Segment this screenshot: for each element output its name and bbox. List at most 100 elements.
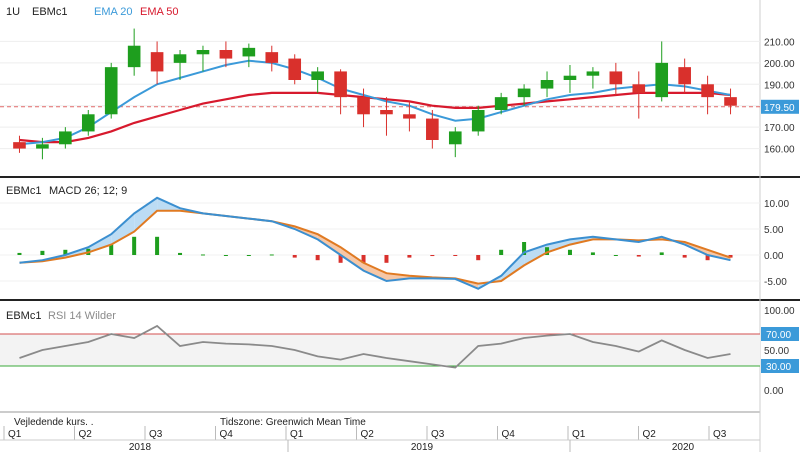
candle-body: [632, 84, 646, 93]
price-tick-label: 170.00: [764, 123, 795, 134]
macd-line-path: [19, 196, 731, 290]
rsi-symbol-label: EBMc1: [6, 310, 41, 322]
candle-body: [471, 110, 485, 132]
rsi-label[interactable]: RSI 14 Wilder: [48, 310, 116, 322]
macd-histogram-bar: [384, 255, 389, 263]
candle-body: [540, 80, 554, 89]
macd-histogram-bar: [567, 249, 572, 255]
last-price-tag: 179.50: [761, 99, 799, 114]
last-price-value: 179.50: [764, 103, 795, 114]
disclaimer-text: Vejledende kurs. .: [14, 417, 94, 428]
macd-histogram-bar: [246, 255, 251, 256]
macd-histogram-bar: [476, 255, 481, 261]
rsi-tick-label: 50.00: [764, 346, 789, 357]
macd-histogram-bar: [407, 255, 412, 258]
candle-body: [380, 110, 393, 115]
quarter-label: Q2: [643, 429, 657, 440]
symbol-label: EBMc1: [32, 6, 67, 18]
quarter-label: Q1: [8, 429, 22, 440]
price-tick-label: 160.00: [764, 145, 795, 156]
macd-fill: [111, 213, 135, 245]
macd-tick-label: 5.00: [764, 225, 784, 236]
quarter-label: Q1: [290, 429, 304, 440]
macd-histogram-bar: [155, 236, 160, 255]
macd-tick-label: 0.00: [764, 251, 784, 262]
macd-histogram-bar: [613, 255, 618, 256]
macd-symbol-label: EBMc1: [6, 185, 41, 197]
macd-fill: [317, 234, 341, 255]
time-axis: Q1 Q2 Q3 Q4 Q1 Q2 Q3 Q4 Q1 Q2 Q3 2018 2019 2020: [0, 426, 760, 452]
macd-fill: [547, 239, 570, 253]
candle-body: [104, 67, 118, 115]
quarter-label: Q4: [502, 429, 516, 440]
macd-histogram-bar: [315, 255, 320, 261]
candle-body: [173, 54, 187, 63]
rsi-level-tag-bg: [761, 327, 799, 341]
candle-body: [150, 52, 164, 72]
candle-body: [59, 131, 72, 145]
candle-body: [242, 47, 256, 57]
rsi-tick-label: 0.00: [764, 386, 784, 397]
macd-axis: 10.00 5.00 0.00 -5.00: [764, 199, 789, 288]
candle-body: [701, 84, 714, 98]
quarter-label: Q3: [149, 429, 163, 440]
candle-body: [609, 71, 623, 85]
macd-label[interactable]: MACD 26; 12; 9: [49, 185, 127, 197]
rsi-axis: 100.00 50.00 0.00 70.00 30.00: [761, 306, 799, 397]
price-tick-label: 190.00: [764, 80, 795, 91]
quarter-label: Q4: [220, 429, 234, 440]
candle-body: [196, 50, 210, 55]
candlesticks: [13, 28, 737, 160]
macd-histogram-bar: [338, 255, 343, 263]
macd-fill: [134, 197, 158, 232]
rsi-level-value: 70.00: [766, 330, 791, 341]
price-tick-label: 210.00: [764, 37, 795, 48]
quarter-label: Q2: [361, 429, 375, 440]
macd-histogram-bar: [636, 255, 641, 257]
last-price-tag-bg: [761, 99, 799, 114]
candle-body: [357, 97, 370, 115]
candle-body: [563, 75, 577, 80]
macd-histogram-bar: [292, 255, 297, 258]
candle-body: [403, 114, 416, 119]
candle-body: [265, 52, 279, 63]
year-label: 2020: [672, 442, 695, 452]
macd-histogram-bar: [200, 254, 205, 256]
macd-tick-label: -5.00: [764, 277, 787, 288]
macd-histogram-bar: [17, 252, 22, 255]
macd-histogram-bar: [682, 255, 687, 258]
macd-histogram-bar: [223, 255, 228, 256]
macd-histogram-bar: [40, 250, 45, 255]
ema20-line: [19, 59, 731, 146]
rsi-band: [0, 334, 760, 366]
candle-body: [13, 142, 26, 149]
price-axis: 210.00200.00190.00180.00170.00160.00179.…: [761, 37, 799, 156]
macd-fill: [340, 247, 364, 271]
ema50-legend[interactable]: EMA 50: [140, 6, 179, 18]
quarter-label: Q2: [79, 429, 93, 440]
rsi-level-tag: 30.00: [761, 359, 799, 373]
candle-body: [655, 62, 669, 98]
candle-body: [517, 88, 531, 98]
macd-histogram-bar: [590, 252, 595, 255]
quarter-label: Q3: [431, 429, 445, 440]
interval-label[interactable]: 1U: [6, 6, 20, 18]
candle-body: [334, 71, 347, 98]
macd-histogram-bar: [728, 255, 733, 258]
candle-body: [127, 45, 141, 68]
macd-histogram-bar: [522, 242, 527, 255]
macd-histogram-bar: [659, 252, 664, 255]
year-label: 2018: [129, 442, 152, 452]
macd-histogram-bar: [269, 254, 274, 256]
timezone-text: Tidszone: Greenwich Mean Time: [220, 417, 366, 428]
candle-body: [81, 114, 95, 132]
rsi-level-value: 30.00: [766, 362, 791, 373]
ema50-line: [19, 91, 731, 144]
ema20-legend[interactable]: EMA 20: [94, 6, 133, 18]
candle-body: [586, 71, 600, 76]
macd-fill: [524, 244, 547, 266]
macd-fill: [88, 234, 112, 253]
macd-layer: [0, 196, 760, 290]
macd-tick-label: 10.00: [764, 199, 789, 210]
